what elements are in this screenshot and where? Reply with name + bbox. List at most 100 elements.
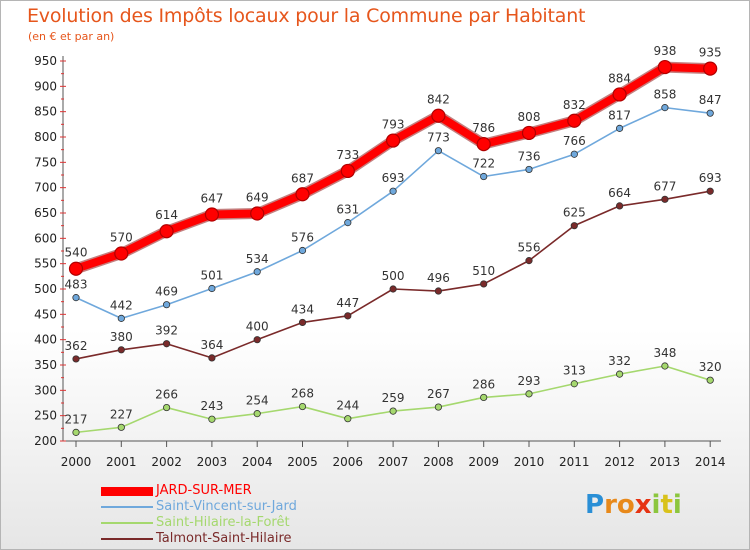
legend: JARD-SUR-MER Saint-Vincent-sur-Jard Saint-… [101, 483, 361, 547]
y-tick-label: 550 [34, 257, 57, 271]
data-point [117, 346, 125, 354]
data-point [521, 125, 537, 141]
data-point [344, 219, 352, 227]
data-point [159, 224, 174, 239]
legend-label: Saint-Vincent-sur-Jard [156, 499, 297, 514]
data-point [657, 59, 673, 75]
logo-letter: x [634, 490, 652, 520]
data-point [117, 314, 125, 322]
data-label: 510 [472, 264, 495, 278]
series-2: 217 227 266 243 254 268 244 259 267 286 293 313 332 3… [65, 346, 722, 436]
logo-letter: r [604, 490, 617, 520]
data-point [525, 390, 533, 398]
data-label: 693 [382, 171, 405, 185]
legend-label: JARD-SUR-MER [156, 483, 252, 498]
logo-letter: P [585, 490, 605, 520]
data-label: 217 [65, 412, 88, 426]
data-point [612, 87, 627, 102]
data-label: 534 [246, 252, 269, 266]
y-tick-label: 300 [34, 383, 57, 397]
data-label: 362 [65, 339, 88, 353]
data-point [253, 410, 261, 418]
data-point [434, 403, 442, 411]
data-point [570, 222, 578, 230]
data-label: 501 [200, 268, 223, 282]
data-label: 858 [653, 88, 676, 102]
data-point [389, 407, 397, 415]
logo-letter: i [651, 490, 661, 520]
x-tick-label: 2005 [287, 455, 318, 469]
y-tick-label: 950 [34, 54, 57, 68]
data-label: 483 [65, 278, 88, 292]
data-point [434, 287, 442, 295]
x-tick-label: 2003 [197, 455, 228, 469]
y-tick-label: 650 [34, 206, 57, 220]
x-tick-label: 2007 [378, 455, 409, 469]
data-point [72, 355, 80, 363]
legend-swatch [101, 522, 153, 524]
data-label: 817 [608, 108, 631, 122]
data-label: 722 [472, 157, 495, 171]
x-tick-label: 2000 [61, 455, 92, 469]
data-label: 540 [65, 246, 88, 260]
data-point [208, 354, 216, 362]
axes: 200 250 300 350 400 450 500 550 600 650 700 750 800 8… [34, 54, 725, 469]
data-label: 677 [653, 179, 676, 193]
data-point [204, 207, 219, 222]
data-label: 442 [110, 298, 133, 312]
data-point [117, 423, 125, 431]
x-tick-label: 2008 [423, 455, 454, 469]
data-label: 380 [110, 330, 133, 344]
data-label: 733 [336, 148, 359, 162]
proxiti-logo: Proxiti [585, 490, 682, 520]
data-point [298, 318, 307, 327]
x-tick-label: 2012 [604, 455, 635, 469]
data-label: 268 [291, 387, 314, 401]
data-point [344, 312, 352, 320]
data-point [72, 428, 80, 436]
y-tick-label: 500 [34, 282, 57, 296]
legend-item: Saint-Vincent-sur-Jard [101, 499, 361, 515]
data-point [389, 285, 397, 293]
data-label: 614 [155, 208, 178, 222]
data-label: 786 [472, 121, 495, 135]
data-point [476, 136, 491, 152]
data-label: 631 [336, 203, 359, 217]
y-tick-label: 900 [34, 79, 57, 93]
x-tick-label: 2002 [151, 455, 182, 469]
data-label: 286 [472, 377, 495, 391]
data-point [570, 380, 578, 388]
data-point [208, 415, 216, 423]
data-point [386, 133, 401, 148]
series-0: 540 570 614 647 649 687 733 793 842 786 808 832 884 9… [65, 44, 722, 276]
x-tick-label: 2014 [695, 455, 726, 469]
data-label: 293 [518, 374, 541, 388]
data-label: 847 [699, 93, 722, 107]
logo-letter: o [616, 490, 635, 520]
data-point [163, 301, 171, 309]
legend-item: Talmont-Saint-Hilaire [101, 531, 361, 547]
data-label: 243 [200, 399, 223, 413]
y-tick-label: 600 [34, 231, 57, 245]
y-tick-label: 200 [34, 434, 57, 448]
data-label: 392 [155, 324, 178, 338]
data-label: 320 [699, 360, 722, 374]
data-label: 842 [427, 93, 450, 107]
y-tick-label: 400 [34, 333, 57, 347]
data-label: 793 [382, 118, 405, 132]
data-label: 469 [155, 285, 178, 299]
data-point [615, 124, 624, 132]
y-tick-label: 450 [34, 307, 57, 321]
legend-swatch [101, 486, 153, 496]
legend-label: Saint-Hilaire-la-Forêt [156, 515, 290, 530]
logo-letter: i [672, 490, 682, 520]
x-tick-label: 2010 [514, 455, 545, 469]
data-label: 647 [200, 192, 223, 206]
data-label: 649 [246, 191, 269, 205]
data-label: 348 [653, 346, 676, 360]
data-label: 625 [563, 206, 586, 220]
data-label: 500 [382, 269, 405, 283]
x-tick-label: 2001 [106, 455, 137, 469]
data-label: 227 [110, 407, 133, 421]
